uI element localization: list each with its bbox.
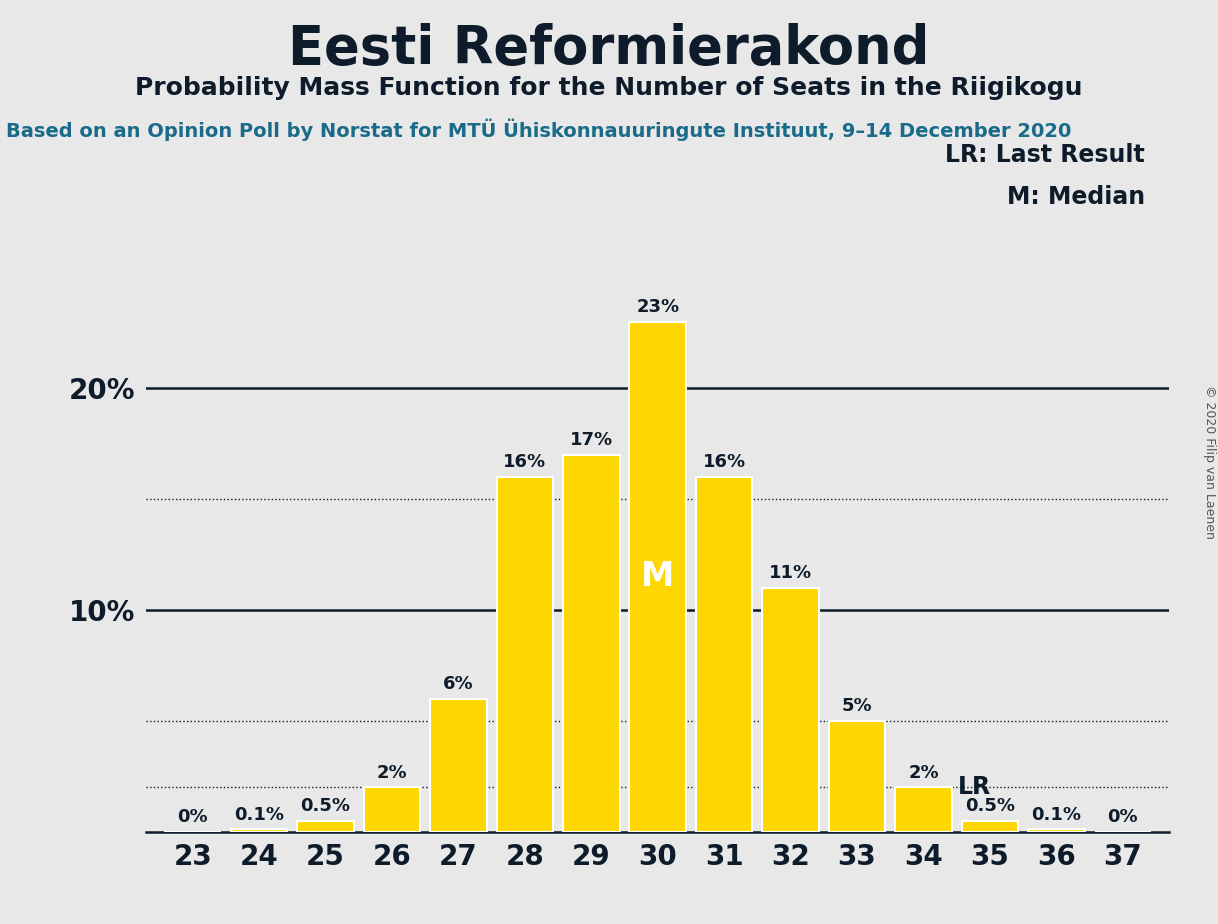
- Bar: [364, 787, 420, 832]
- Text: 0.5%: 0.5%: [301, 797, 351, 815]
- Bar: [828, 721, 885, 832]
- Text: 17%: 17%: [570, 432, 613, 449]
- Bar: [297, 821, 353, 832]
- Bar: [1028, 830, 1084, 832]
- Bar: [962, 821, 1018, 832]
- Text: LR: LR: [959, 775, 991, 799]
- Bar: [895, 787, 951, 832]
- Text: 16%: 16%: [703, 454, 745, 471]
- Text: 5%: 5%: [842, 698, 872, 715]
- Bar: [630, 322, 686, 832]
- Text: 2%: 2%: [909, 764, 939, 782]
- Text: Eesti Reformierakond: Eesti Reformierakond: [289, 23, 929, 75]
- Bar: [231, 830, 287, 832]
- Text: © 2020 Filip van Laenen: © 2020 Filip van Laenen: [1202, 385, 1216, 539]
- Text: 0.5%: 0.5%: [965, 797, 1015, 815]
- Text: LR: Last Result: LR: Last Result: [945, 143, 1145, 167]
- Text: 0.1%: 0.1%: [1032, 806, 1082, 824]
- Bar: [762, 588, 818, 832]
- Text: Based on an Opinion Poll by Norstat for MTÜ Ühiskonnauuringute Instituut, 9–14 D: Based on an Opinion Poll by Norstat for …: [6, 118, 1072, 140]
- Text: 6%: 6%: [443, 675, 474, 693]
- Text: 11%: 11%: [769, 565, 812, 582]
- Text: 2%: 2%: [376, 764, 407, 782]
- Text: M: M: [641, 560, 675, 593]
- Bar: [695, 477, 753, 832]
- Bar: [497, 477, 553, 832]
- Text: 0%: 0%: [1107, 808, 1138, 826]
- Bar: [563, 455, 620, 832]
- Text: M: Median: M: Median: [1007, 185, 1145, 209]
- Text: 16%: 16%: [503, 454, 547, 471]
- Bar: [430, 699, 487, 832]
- Text: 0%: 0%: [178, 808, 208, 826]
- Text: 0.1%: 0.1%: [234, 806, 284, 824]
- Text: Probability Mass Function for the Number of Seats in the Riigikogu: Probability Mass Function for the Number…: [135, 76, 1083, 100]
- Text: 23%: 23%: [636, 298, 680, 316]
